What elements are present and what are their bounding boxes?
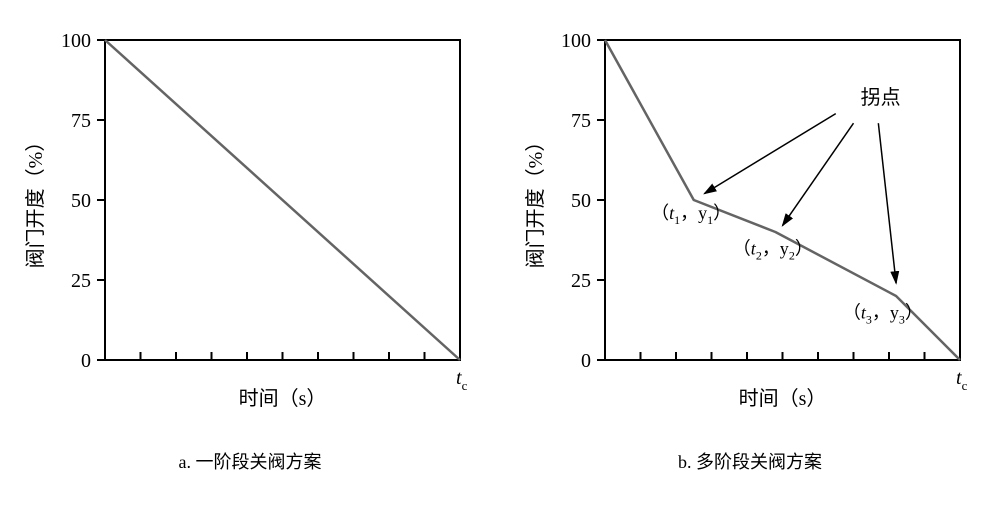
svg-text:75: 75 bbox=[71, 110, 91, 132]
svg-text:0: 0 bbox=[81, 350, 91, 372]
svg-text:25: 25 bbox=[71, 270, 91, 292]
svg-text:100: 100 bbox=[561, 30, 591, 52]
svg-text:时间（s）: 时间（s） bbox=[739, 387, 827, 410]
chart-a-svg: 0255075100tc阀门开度（%）时间（s） bbox=[20, 20, 480, 440]
svg-text:50: 50 bbox=[571, 190, 591, 212]
chart-a-block: 0255075100tc阀门开度（%）时间（s） a. 一阶段关阀方案 bbox=[20, 20, 480, 474]
chart-b-caption: b. 多阶段关阀方案 bbox=[678, 448, 822, 474]
charts-container: 0255075100tc阀门开度（%）时间（s） a. 一阶段关阀方案 0255… bbox=[20, 20, 980, 474]
svg-text:阀门开度（%）: 阀门开度（%） bbox=[24, 132, 47, 269]
svg-text:拐点: 拐点 bbox=[861, 86, 901, 109]
svg-text:时间（s）: 时间（s） bbox=[239, 387, 327, 410]
chart-a-caption: a. 一阶段关阀方案 bbox=[179, 448, 322, 474]
svg-text:100: 100 bbox=[61, 30, 91, 52]
svg-text:0: 0 bbox=[581, 350, 591, 372]
svg-text:75: 75 bbox=[571, 110, 591, 132]
svg-text:阀门开度（%）: 阀门开度（%） bbox=[524, 132, 547, 269]
chart-b-block: 0255075100tc阀门开度（%）时间（s）拐点（t1，y1）（t2，y2）… bbox=[520, 20, 980, 474]
svg-text:50: 50 bbox=[71, 190, 91, 212]
svg-text:25: 25 bbox=[571, 270, 591, 292]
chart-b-svg: 0255075100tc阀门开度（%）时间（s）拐点（t1，y1）（t2，y2）… bbox=[520, 20, 980, 440]
